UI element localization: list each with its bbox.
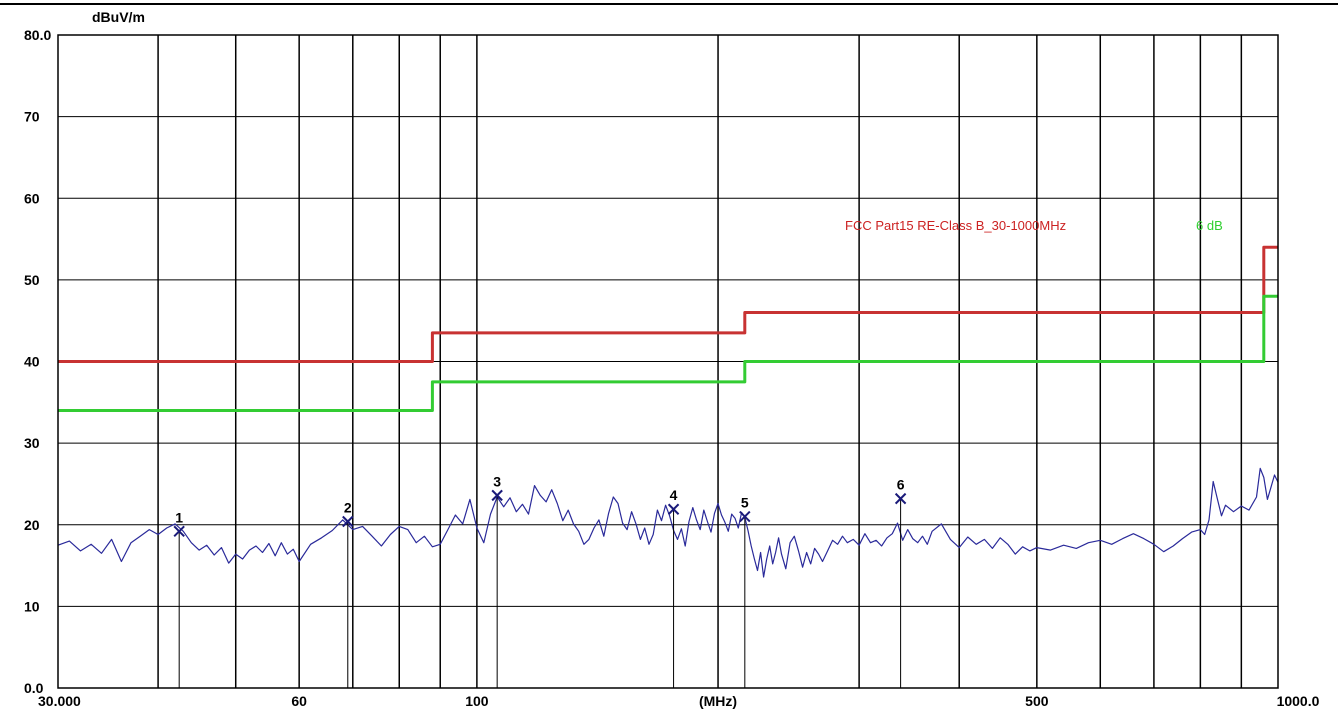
series-group	[57, 245, 1279, 578]
margin-line	[58, 294, 1278, 412]
y-tick-label: 30	[24, 435, 40, 451]
y-axis-ticks: 80.0 70 60 50 40 30 20 10 0.0	[24, 27, 51, 696]
markers-group: 1 2 3 4 5 6	[173, 473, 907, 688]
marker-x-symbol	[173, 525, 185, 537]
x-tick-label: 100	[465, 693, 489, 709]
marker-x-symbol	[739, 510, 751, 523]
x-tick-label: 30.000	[38, 693, 81, 709]
marker-x-symbol	[667, 503, 680, 515]
x-tick-label: 1000.0	[1277, 693, 1320, 709]
marker-6: 6	[894, 477, 907, 688]
limit-line-label: FCC Part15 RE-Class B_30-1000MHz	[845, 218, 1066, 233]
marker-x-symbol	[342, 515, 354, 528]
y-axis-unit-label: dBuV/m	[92, 9, 145, 25]
x-tick-label: 500	[1025, 693, 1049, 709]
marker-5: 5	[739, 495, 751, 688]
plot-frame	[57, 34, 1279, 689]
marker-3: 3	[491, 473, 503, 688]
y-tick-label: 10	[24, 598, 40, 614]
marker-x-symbol	[894, 492, 907, 505]
marker-label: 6	[897, 477, 905, 493]
y-tick-label: 80.0	[24, 27, 51, 43]
emission-trace	[57, 467, 1279, 578]
x-axis-ticks: 30.000 60 100 (MHz) 500 1000.0	[38, 693, 1320, 709]
marker-label: 5	[741, 495, 749, 511]
y-tick-label: 60	[24, 190, 40, 206]
marker-1: 1	[173, 509, 185, 688]
marker-2: 2	[342, 499, 354, 688]
marker-x-symbol	[491, 489, 503, 502]
y-tick-label: 50	[24, 272, 40, 288]
marker-label: 3	[493, 473, 501, 489]
marker-label: 4	[670, 487, 678, 503]
x-tick-label: 60	[291, 693, 307, 709]
y-tick-label: 20	[24, 517, 40, 533]
marker-label: 1	[175, 509, 183, 525]
y-tick-label: 40	[24, 354, 40, 370]
limit-line	[58, 245, 1278, 363]
margin-line-label: 6 dB	[1196, 218, 1223, 233]
marker-4: 4	[667, 487, 680, 688]
x-tick-label: (MHz)	[699, 693, 737, 709]
marker-label: 2	[344, 499, 352, 515]
y-tick-label: 0.0	[24, 680, 44, 696]
y-tick-label: 70	[24, 109, 40, 125]
